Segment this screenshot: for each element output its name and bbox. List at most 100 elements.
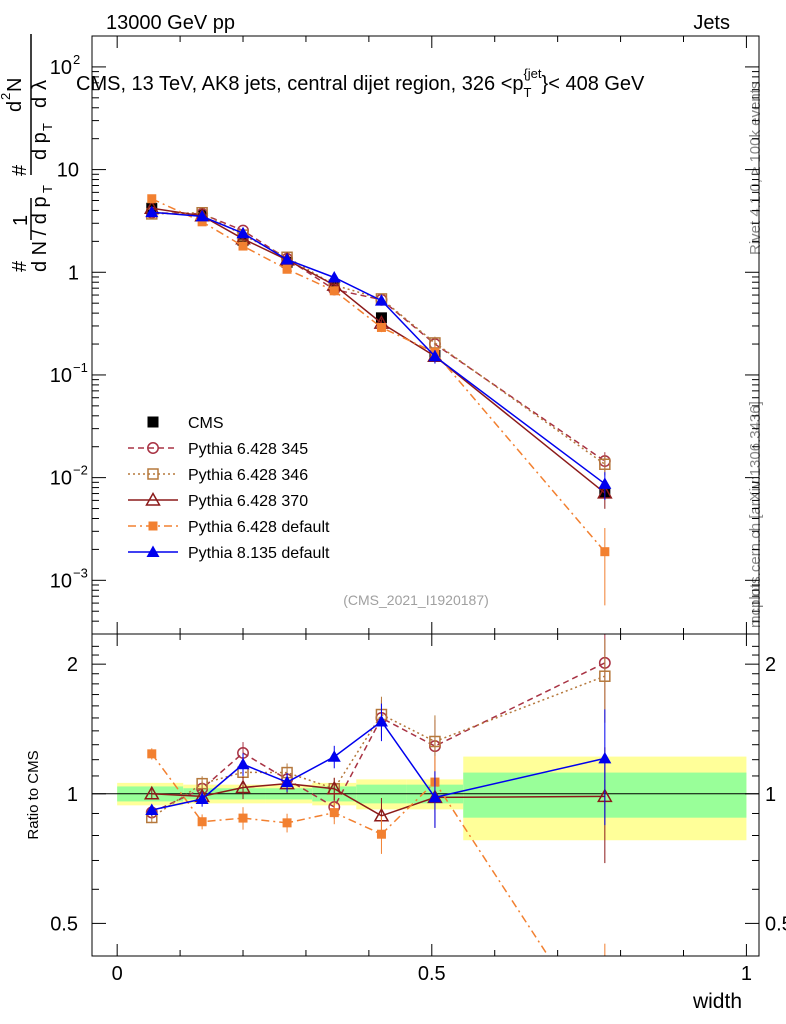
ratio-point-pythia-8-135-default — [145, 803, 159, 816]
ratio-point-pythia-8-135-default — [598, 751, 612, 764]
svg-text:d N / d p: d N / d p — [29, 196, 51, 272]
ratio-line-pythia-6-428-default — [151, 753, 550, 956]
ratio-tick-label-right: 1 — [765, 784, 776, 806]
rivet-label: Rivet 4.1.0, ≥ 100k events — [747, 82, 764, 255]
svg-text:N: N — [4, 78, 26, 92]
svg-text:1: 1 — [10, 215, 32, 226]
point-pythia-8-135-default — [598, 477, 612, 489]
point-pythia-6-428-default — [197, 217, 207, 227]
ratio-tick-label-right: 2 — [765, 654, 776, 676]
point-pythia-8-135-default — [428, 349, 442, 362]
ratio-line-pythia-8-135-default — [151, 720, 605, 811]
analysis-tag: (CMS_2021_I1920187) — [343, 592, 489, 608]
legend-label-cms: CMS — [188, 415, 224, 432]
y-tick-label: 10 — [50, 570, 72, 592]
legend-marker-pythia-8-135-default — [146, 545, 160, 557]
ratio-point-pythia-6-428-default — [147, 749, 157, 759]
legend-label-pythia-8-135-default: Pythia 8.135 default — [188, 545, 330, 562]
svg-text:d: d — [29, 97, 51, 108]
ratio-point-pythia-6-428-default — [282, 818, 292, 828]
legend-marker-pythia-6-428-346 — [147, 468, 159, 480]
y-axis-label-ratio: Ratio to CMS — [25, 750, 42, 839]
ratio-point-pythia-6-428-370 — [143, 785, 160, 800]
ratio-point-pythia-8-135-default — [374, 714, 388, 727]
ratio-tick-label-right: 0.5 — [765, 913, 786, 935]
y-tick-exponent: 2 — [73, 52, 80, 67]
ratio-point-pythia-6-428-370 — [235, 779, 251, 794]
svg-text:#: # — [9, 260, 31, 272]
ratio-line-pythia-6-428-370 — [151, 782, 605, 817]
ratio-point-pythia-8-135-default — [327, 750, 341, 762]
point-pythia-6-428-default — [147, 194, 157, 204]
legend-label-pythia-6-428-345: Pythia 6.428 345 — [188, 441, 308, 458]
title-tail: }< 408 GeV — [542, 73, 646, 95]
ratio-tick-label-left: 2 — [67, 654, 78, 676]
point-pythia-8-135-default — [280, 253, 294, 265]
title-main: CMS, 13 TeV, AK8 jets, central dijet reg… — [76, 73, 524, 95]
series-line-pythia-6-428-default — [151, 198, 606, 553]
svg-text:T: T — [40, 123, 55, 131]
legend: CMS Pythia 6.428 345 Pythia 6.428 346 Pythi… — [128, 415, 330, 562]
legend-marker-pythia-6-428-default — [148, 521, 158, 531]
x-tick-label: 1 — [741, 963, 752, 985]
legend-label-pythia-6-428-default: Pythia 6.428 default — [188, 519, 330, 536]
y-axis-label-main: # 1 d N / d p T # d 2 N d p T d λ — [0, 34, 55, 272]
ratio-point-pythia-8-135-default — [236, 757, 250, 770]
point-pythia-8-135-default — [374, 294, 388, 306]
point-pythia-6-428-default — [329, 286, 339, 296]
ratio-point-pythia-8-135-default — [280, 775, 294, 788]
y-tick-label: 10 — [57, 160, 79, 182]
point-pythia-8-135-default — [327, 270, 341, 283]
y-tick-exponent: −2 — [73, 463, 88, 478]
uncertainty-bands — [92, 756, 759, 841]
ratio-tick-label-left: 0.5 — [50, 913, 78, 935]
legend-marker-pythia-6-428-370 — [145, 491, 161, 506]
ratio-point-pythia-6-428-default — [197, 817, 207, 827]
ratio-tick-label-left: 1 — [67, 784, 78, 806]
x-tick-label: 0 — [112, 963, 123, 985]
point-pythia-6-428-default — [376, 322, 386, 332]
legend-label-pythia-6-428-346: Pythia 6.428 346 — [188, 467, 308, 484]
ratio-point-pythia-6-428-default — [238, 813, 248, 823]
ratio-plot-frame — [91, 633, 760, 957]
legend-marker-pythia-6-428-345 — [147, 442, 159, 454]
title-sup: {jet — [523, 66, 541, 81]
x-tick-label: 0.5 — [418, 963, 446, 985]
ratio-point-pythia-6-428-346 — [599, 670, 611, 682]
legend-marker-cms — [147, 416, 159, 428]
svg-text:T: T — [40, 185, 55, 193]
series-line-pythia-8-135-default — [151, 211, 606, 485]
main-series-layer — [143, 194, 613, 606]
y-tick-label: 10 — [50, 365, 72, 387]
chart-title: CMS, 13 TeV, AK8 jets, central dijet reg… — [76, 66, 645, 100]
header-category: Jets — [693, 12, 730, 34]
point-pythia-6-428-default — [282, 264, 292, 274]
ratio-point-pythia-8-135-default — [428, 790, 442, 803]
ratio-point-pythia-6-428-default — [376, 829, 386, 839]
point-pythia-8-135-default — [145, 205, 159, 218]
title-sub: T — [524, 85, 532, 100]
svg-text:CMS, 13 TeV, AK8 jets, central: CMS, 13 TeV, AK8 jets, central dijet reg… — [76, 66, 645, 100]
y-tick-exponent: −3 — [73, 565, 88, 580]
ratio-point-pythia-8-135-default — [195, 792, 209, 805]
point-pythia-8-135-default — [236, 226, 250, 239]
legend-label-pythia-6-428-370: Pythia 6.428 370 — [188, 493, 308, 510]
y-tick-exponent: −1 — [73, 360, 88, 375]
ratio-series-layer — [143, 634, 613, 956]
svg-text:λ: λ — [29, 80, 51, 90]
point-pythia-6-428-default — [238, 241, 248, 251]
series-line-pythia-6-428-345 — [151, 211, 606, 462]
svg-text:d: d — [4, 101, 26, 112]
point-pythia-6-428-346 — [599, 458, 611, 470]
mcplots-label: mcplots.cern.ch [arXiv:1306.3436] — [747, 401, 764, 628]
y-tick-label: 10 — [50, 57, 72, 79]
svg-text:2: 2 — [0, 93, 13, 100]
y-tick-label: 10 — [50, 468, 72, 490]
point-pythia-8-135-default — [195, 209, 209, 222]
ratio-point-pythia-6-428-default — [329, 808, 339, 818]
svg-text:#: # — [9, 164, 31, 176]
svg-text:d p: d p — [29, 132, 51, 160]
ratio-point-pythia-6-428-370 — [326, 780, 343, 795]
